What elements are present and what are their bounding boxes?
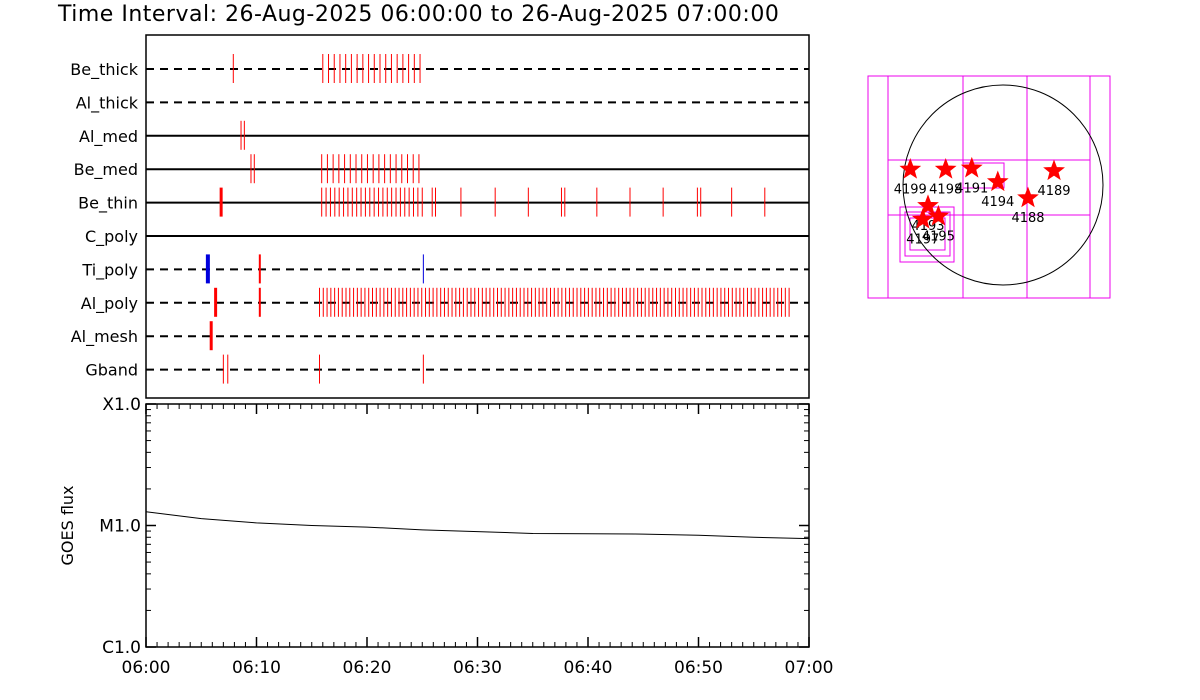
fov-box	[962, 162, 1005, 189]
region-star	[917, 194, 939, 216]
timeline-row-be-thin: Be_thin	[78, 187, 809, 217]
timeline-row-be-thick: Be_thick	[70, 54, 809, 83]
region-label: 4199	[894, 182, 927, 197]
region-star	[986, 170, 1009, 192]
region-label: 4189	[1037, 184, 1070, 199]
goes-flux-line	[145, 511, 810, 540]
timeline-frame	[145, 34, 810, 399]
row-label: Ti_poly	[81, 260, 138, 280]
timeline-row-al-mesh: Al_mesh	[71, 321, 809, 351]
region-label: 4191	[955, 181, 988, 196]
region-label: 4188	[1011, 211, 1044, 226]
timeline-row-gband: Gband	[85, 354, 809, 384]
timeline-row-al-poly: Al_poly	[81, 287, 809, 317]
timeline-row-al-med: Al_med	[79, 120, 809, 150]
row-label: Al_poly	[81, 294, 138, 314]
region-star	[1017, 186, 1039, 208]
row-label: Al_med	[79, 127, 138, 147]
row-label: Al_thick	[76, 93, 139, 113]
fov-box	[1026, 75, 1091, 299]
row-label: C_poly	[85, 227, 138, 247]
region-label: 4197	[906, 232, 939, 247]
x-tick-label: 06:20	[343, 658, 392, 678]
region-star	[934, 157, 957, 179]
x-tick-label: 06:10	[232, 658, 281, 678]
sun-map: 419941984191419441894188419341974195	[867, 75, 1111, 299]
region-label: 4195	[922, 229, 955, 244]
y-axis-label: GOES flux	[58, 485, 77, 565]
y-tick-label: C1.0	[102, 638, 141, 658]
timeline-row-be-med: Be_med	[74, 154, 809, 184]
region-label: 4194	[981, 195, 1014, 210]
y-tick-label: M1.0	[99, 517, 141, 537]
x-tick-label: 06:00	[122, 658, 171, 678]
timeline-row-ti-poly: Ti_poly	[81, 254, 809, 284]
timeline-row-al-thick: Al_thick	[76, 93, 809, 113]
region-star	[911, 207, 934, 229]
row-label: Gband	[85, 361, 138, 380]
x-tick-label: 06:40	[564, 658, 613, 678]
region-star	[927, 204, 950, 226]
region-star	[960, 156, 983, 178]
fov-box	[904, 211, 951, 257]
solar-limb	[902, 84, 1104, 286]
y-tick-label: X1.0	[102, 395, 141, 415]
x-tick-label: 06:30	[453, 658, 502, 678]
timeline-panel: Be_thick Al_thick Al_med Be_med Be_thin C_pol…	[70, 34, 810, 399]
region-star	[899, 157, 922, 179]
timeline-row-c-poly: C_poly	[85, 227, 809, 247]
goes-frame	[145, 403, 810, 648]
row-label: Be_thin	[78, 194, 138, 214]
region-star	[1043, 159, 1065, 181]
row-label: Be_med	[74, 160, 138, 180]
row-label: Be_thick	[70, 60, 138, 80]
x-tick-label: 06:50	[674, 658, 723, 678]
x-tick-label: 07:00	[785, 658, 834, 678]
fov-box	[887, 75, 1091, 161]
page-title: Time Interval: 26-Aug-2025 06:00:00 to 2…	[58, 2, 780, 27]
goes-panel: X1.0 M1.0 C1.006:00 06:10 06:20 06:30 06:40 06:…	[58, 395, 834, 678]
row-label: Al_mesh	[71, 327, 138, 347]
region-label: 4198	[929, 182, 962, 197]
